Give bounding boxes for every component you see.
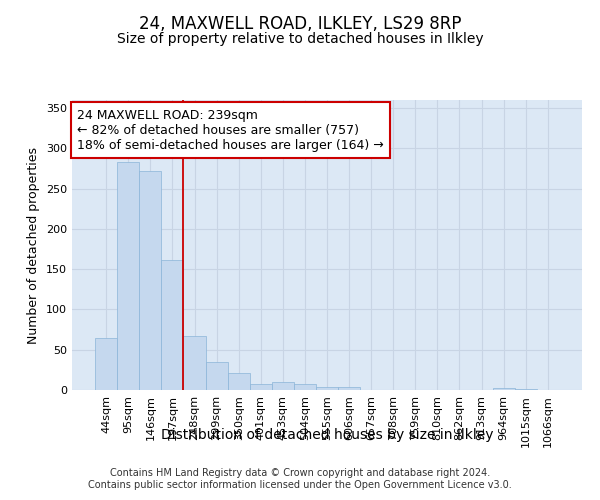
Bar bbox=[250, 384, 272, 390]
Text: Size of property relative to detached houses in Ilkley: Size of property relative to detached ho… bbox=[116, 32, 484, 46]
Text: 24, MAXWELL ROAD, ILKLEY, LS29 8RP: 24, MAXWELL ROAD, ILKLEY, LS29 8RP bbox=[139, 15, 461, 33]
Bar bbox=[206, 362, 227, 390]
Bar bbox=[117, 162, 139, 390]
Text: 24 MAXWELL ROAD: 239sqm
← 82% of detached houses are smaller (757)
18% of semi-d: 24 MAXWELL ROAD: 239sqm ← 82% of detache… bbox=[77, 108, 384, 152]
Bar bbox=[227, 373, 250, 390]
Bar bbox=[515, 389, 537, 390]
Bar bbox=[316, 387, 338, 390]
Bar bbox=[95, 338, 117, 390]
Bar bbox=[493, 388, 515, 390]
Bar bbox=[338, 387, 360, 390]
Bar bbox=[294, 384, 316, 390]
Bar bbox=[184, 336, 206, 390]
Bar bbox=[139, 171, 161, 390]
Y-axis label: Number of detached properties: Number of detached properties bbox=[28, 146, 40, 344]
Text: Distribution of detached houses by size in Ilkley: Distribution of detached houses by size … bbox=[161, 428, 493, 442]
Bar bbox=[272, 382, 294, 390]
Bar bbox=[161, 260, 184, 390]
Text: Contains HM Land Registry data © Crown copyright and database right 2024.
Contai: Contains HM Land Registry data © Crown c… bbox=[88, 468, 512, 490]
